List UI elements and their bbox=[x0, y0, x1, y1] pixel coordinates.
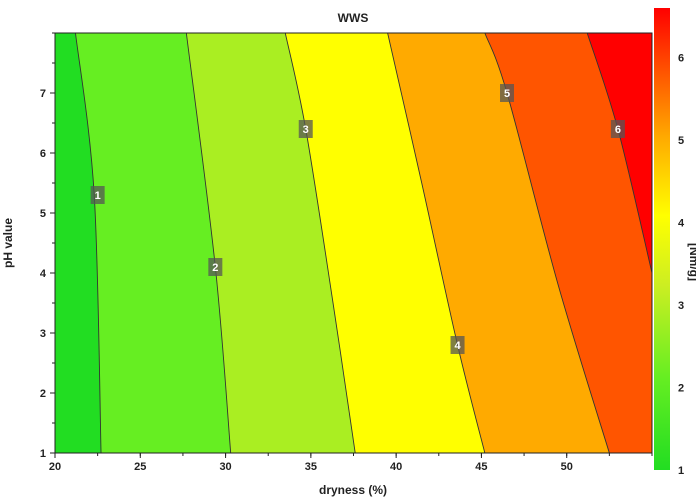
x-tick-label: 35 bbox=[305, 461, 317, 473]
colorbar-tick-label: 3 bbox=[678, 300, 684, 312]
y-axis-title: pH value bbox=[1, 218, 15, 268]
contour-region-6 bbox=[587, 33, 652, 453]
contour-label-6: 6 bbox=[615, 124, 621, 136]
contour-label-box-6 bbox=[610, 120, 625, 138]
y-tick-label: 4 bbox=[40, 268, 47, 280]
y-axis: 1 2 3 4 5 6 7 bbox=[40, 32, 55, 460]
contour-label-3: 3 bbox=[303, 124, 309, 136]
colorbar-tick-label: 4 bbox=[678, 218, 685, 230]
colorbar-tick-label: 2 bbox=[678, 383, 684, 395]
contour-label-box-3 bbox=[298, 120, 313, 138]
y-tick-label: 7 bbox=[40, 88, 46, 100]
x-tick-label: 50 bbox=[561, 461, 573, 473]
contour-regions bbox=[55, 33, 652, 453]
contour-label-box-4 bbox=[450, 336, 465, 354]
contour-label-4: 4 bbox=[454, 340, 461, 352]
contour-label-2: 2 bbox=[212, 262, 218, 274]
contour-line-4 bbox=[387, 33, 486, 453]
contour-label-box-1 bbox=[90, 186, 105, 204]
contour-line-1 bbox=[75, 33, 102, 453]
y-tick-label: 1 bbox=[40, 448, 46, 460]
y-tick-label: 6 bbox=[40, 148, 46, 160]
x-tick-label: 25 bbox=[134, 461, 146, 473]
x-tick-label: 20 bbox=[49, 461, 61, 473]
colorbar bbox=[654, 8, 670, 470]
x-tick-label: 45 bbox=[475, 461, 487, 473]
x-axis: 20 25 30 35 40 45 50 bbox=[49, 453, 653, 473]
y-tick-label: 3 bbox=[40, 328, 46, 340]
contour-labels: 1 2 3 4 5 6 bbox=[90, 84, 625, 354]
contour-region-5 bbox=[484, 33, 652, 453]
contour-label-box-5 bbox=[500, 84, 515, 102]
contour-label-5: 5 bbox=[504, 88, 510, 100]
colorbar-tick-label: 1 bbox=[678, 465, 684, 477]
colorbar-tick-label: 5 bbox=[678, 135, 684, 147]
x-tick-label: 40 bbox=[390, 461, 402, 473]
y-tick-label: 2 bbox=[40, 388, 46, 400]
chart-title: WWS bbox=[338, 11, 369, 25]
contour-line-5 bbox=[484, 33, 610, 453]
colorbar-title: [Nm/g] bbox=[687, 243, 696, 281]
contour-line-3 bbox=[284, 33, 356, 453]
x-axis-title: dryness (%) bbox=[319, 483, 387, 497]
colorbar-ticks: 1 2 3 4 5 6 bbox=[678, 53, 685, 478]
contour-label-box-2 bbox=[208, 258, 223, 276]
x-tick-label: 30 bbox=[219, 461, 231, 473]
y-tick-label: 5 bbox=[40, 208, 46, 220]
colorbar-tick-label: 6 bbox=[678, 53, 684, 65]
contour-label-1: 1 bbox=[95, 190, 101, 202]
